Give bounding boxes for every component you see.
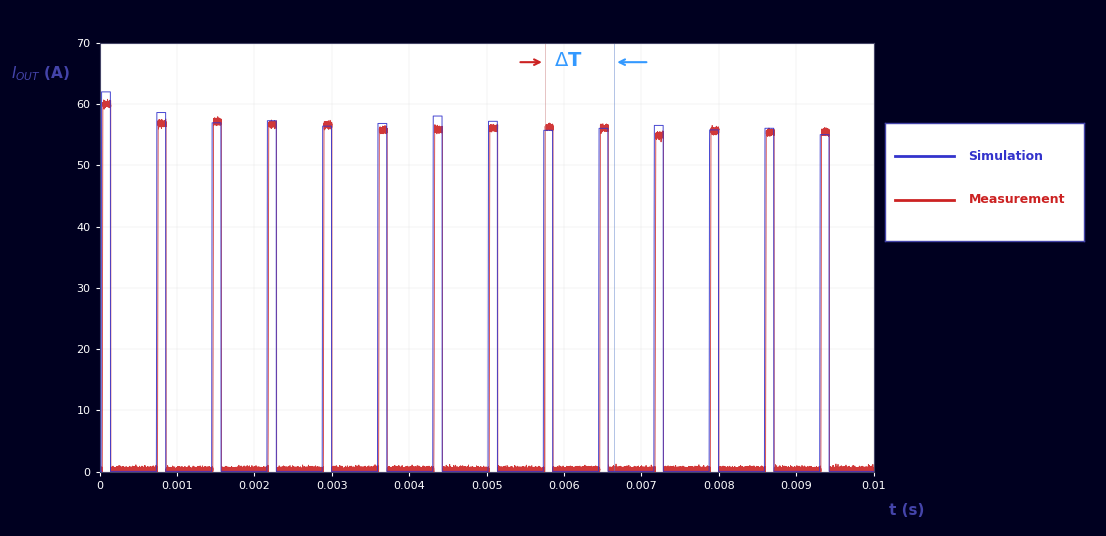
Text: t (s): t (s) (889, 503, 925, 518)
Text: Simulation: Simulation (969, 150, 1043, 163)
Text: $\Delta$T: $\Delta$T (554, 50, 582, 70)
Text: $\mathit{I}_{OUT}$ (A): $\mathit{I}_{OUT}$ (A) (11, 64, 71, 83)
Text: Measurement: Measurement (969, 193, 1065, 206)
